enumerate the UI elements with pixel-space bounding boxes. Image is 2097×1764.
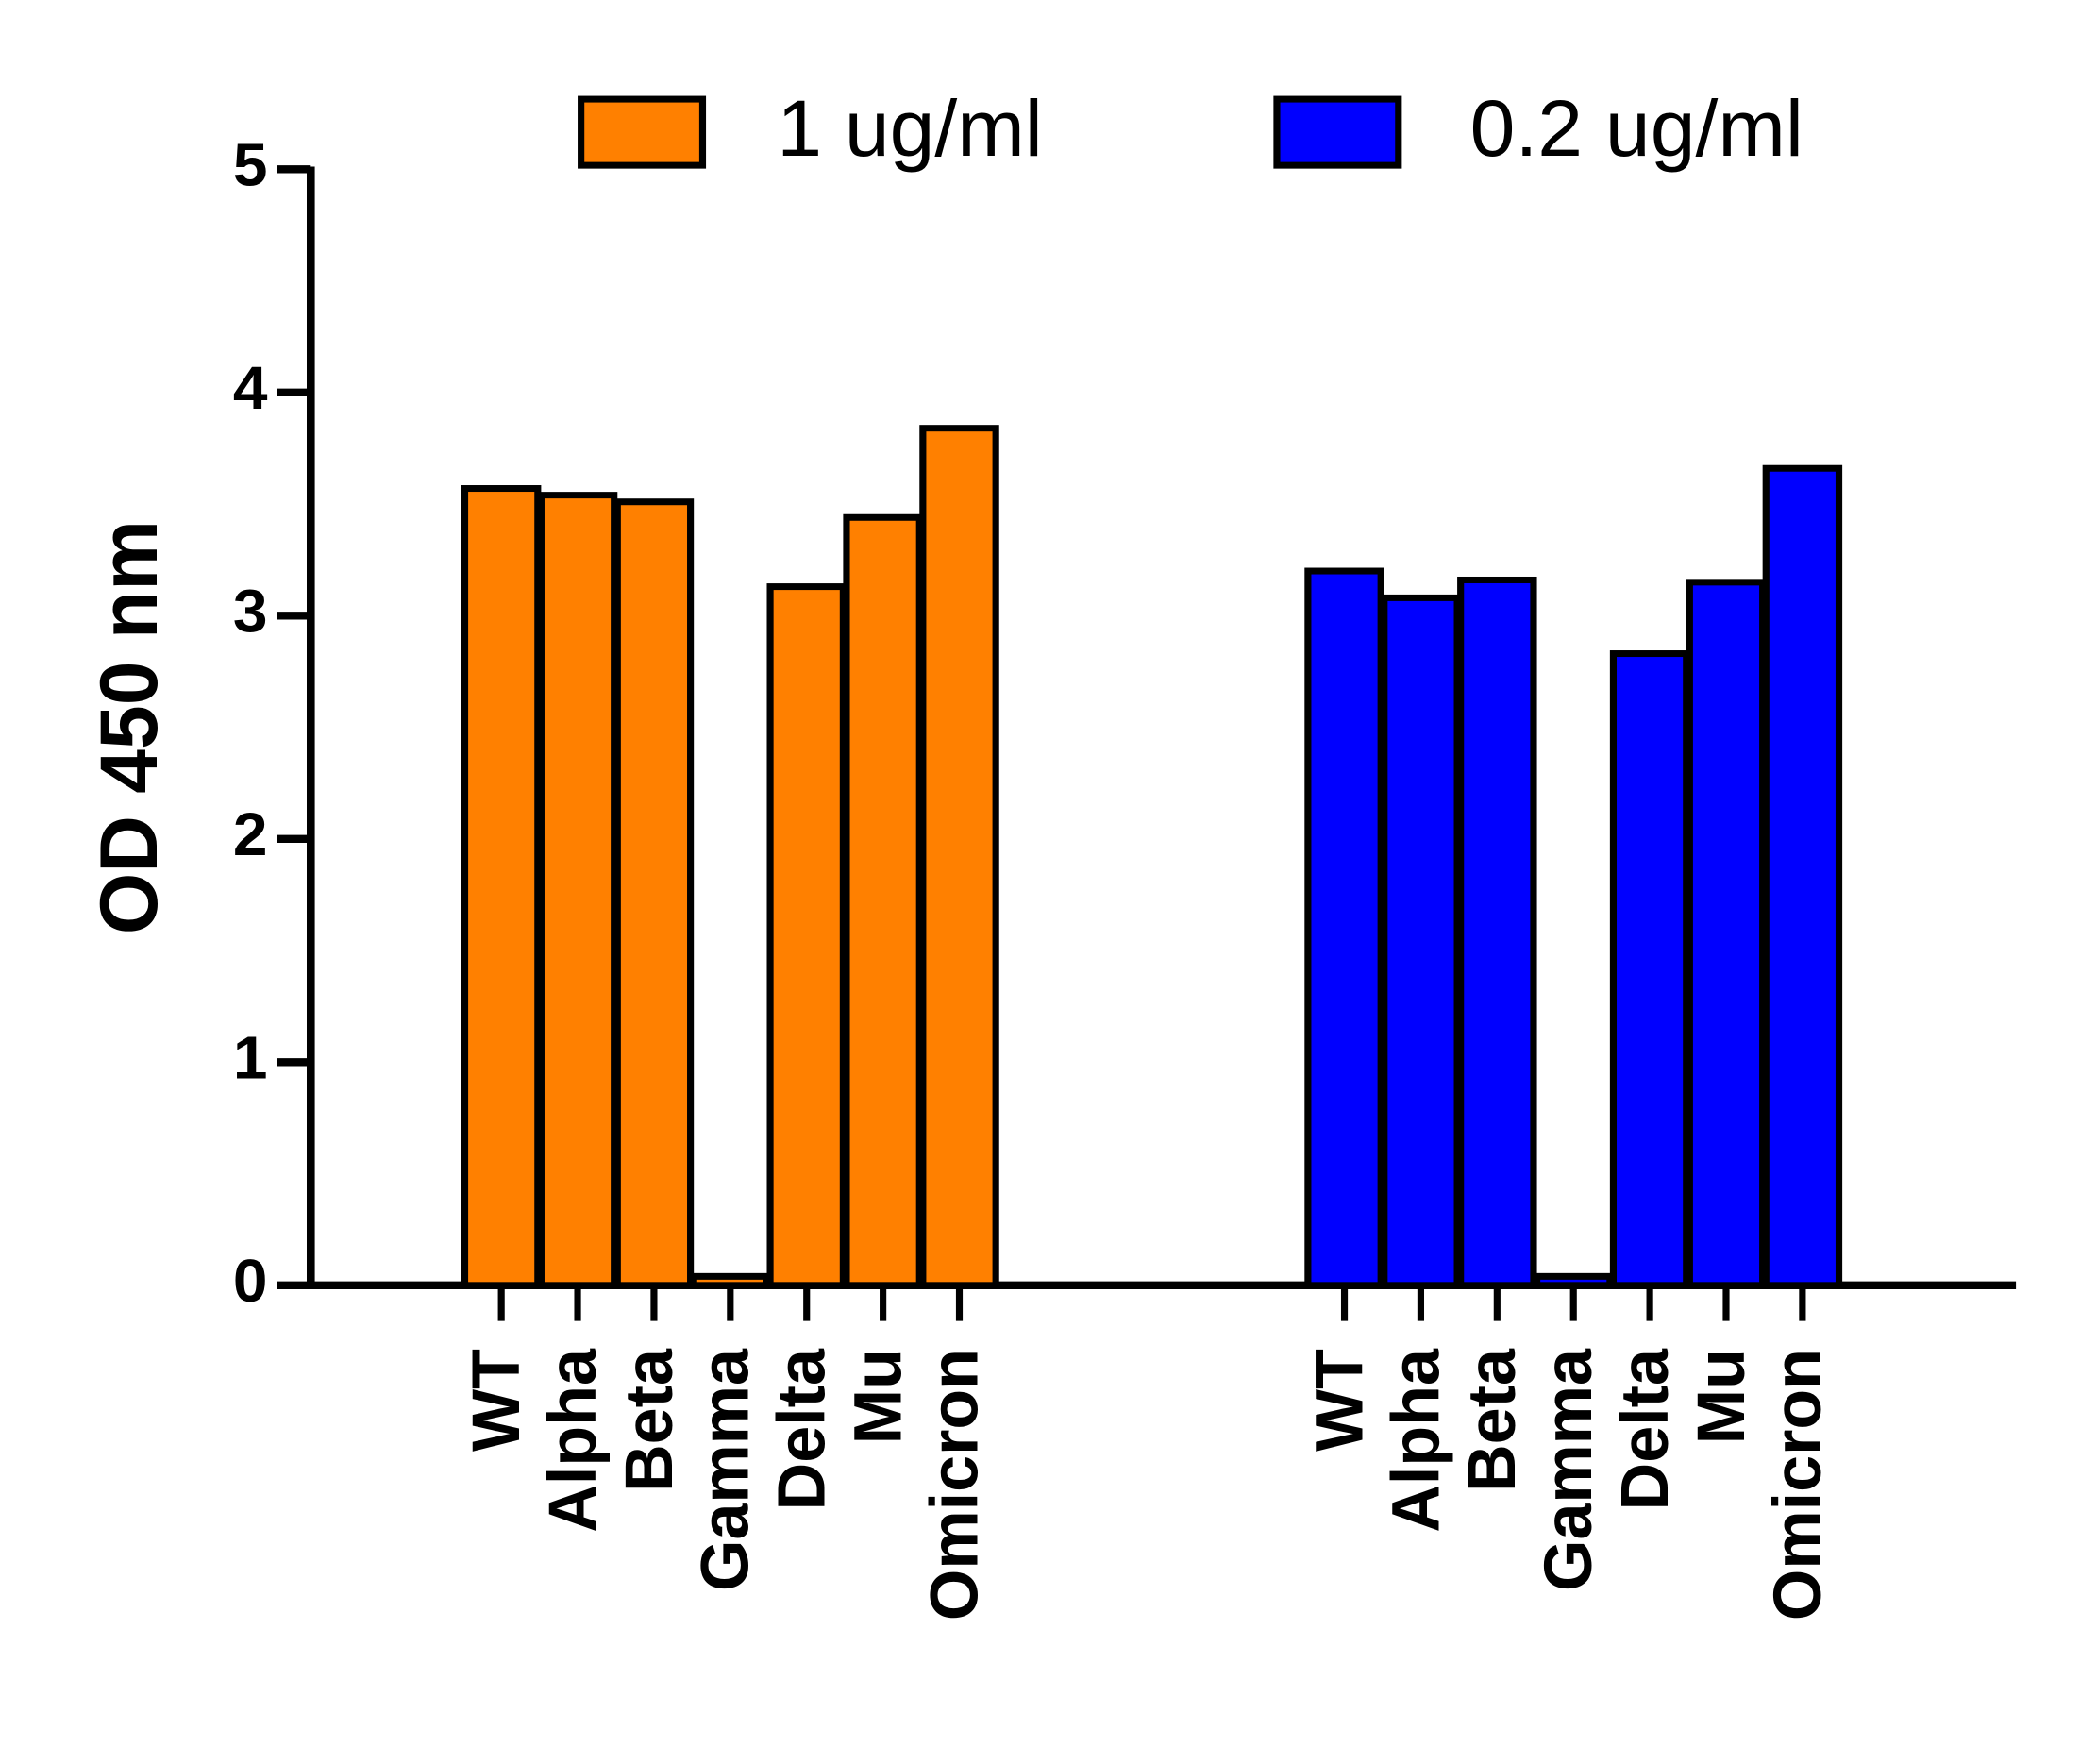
legend-swatch [1273,95,1402,169]
y-tick-label: 2 [233,799,268,867]
x-tick-label: Delta [764,1348,840,1510]
x-tick-label: Omicron [917,1349,993,1621]
legend-label: 1 ug/ml [777,85,1043,174]
x-tick-label: Beta [612,1348,687,1491]
x-tick-label: WT [1302,1349,1378,1452]
x-tick-label: Gamma [688,1348,763,1591]
x-tick-label: Delta [1607,1348,1683,1510]
x-tick-label: Mu [1684,1349,1759,1444]
x-tick-label: Beta [1455,1348,1531,1491]
y-tick-label: 1 [233,1023,268,1091]
bar [461,485,542,1289]
x-tick-label: Omicron [1760,1349,1836,1621]
x-tick-label: Gamma [1531,1348,1606,1591]
y-tick-label: 5 [233,130,268,198]
bar [690,1272,771,1289]
bar [613,498,695,1289]
legend-label: 0.2 ug/ml [1470,85,1803,174]
y-tick-label: 0 [233,1246,268,1314]
bar [766,583,847,1289]
bar [843,513,923,1289]
bar [1609,650,1690,1289]
y-tick-label: 3 [233,577,268,645]
bar [919,425,999,1289]
x-tick-label: Alpha [1379,1348,1454,1532]
x-tick-label: WT [459,1349,534,1452]
bar [1533,1272,1614,1289]
y-axis-label: OD 450 nm [84,520,175,934]
bar [1304,567,1384,1289]
x-tick-label: Alpha [535,1348,611,1532]
bar [1686,579,1767,1289]
y-tick-label: 4 [233,353,268,421]
bar [1762,464,1843,1289]
bar [1381,594,1461,1289]
bar [1457,576,1537,1289]
x-tick-label: Mu [841,1349,916,1444]
legend-swatch [578,95,707,169]
bar [537,492,618,1289]
